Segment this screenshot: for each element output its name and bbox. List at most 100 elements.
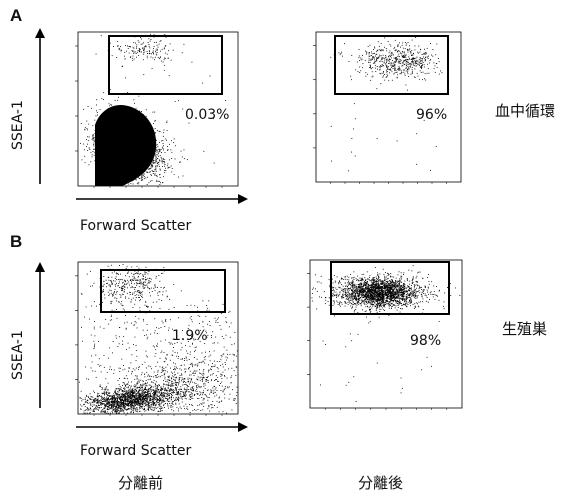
data-point xyxy=(136,166,137,167)
data-point xyxy=(150,39,152,40)
data-point xyxy=(97,396,99,398)
data-point xyxy=(171,151,173,153)
data-point xyxy=(409,63,411,64)
data-point xyxy=(118,389,120,391)
data-point xyxy=(116,124,118,126)
data-point xyxy=(109,157,110,159)
data-point xyxy=(139,387,141,389)
data-point xyxy=(164,360,166,362)
data-point xyxy=(108,412,109,414)
data-point xyxy=(132,135,133,137)
data-point xyxy=(108,158,109,160)
data-point xyxy=(136,132,138,134)
data-point xyxy=(111,398,113,399)
data-point xyxy=(96,405,98,407)
data-point xyxy=(88,136,90,138)
data-point xyxy=(141,152,143,154)
data-point xyxy=(401,72,403,73)
data-point xyxy=(125,149,127,151)
data-point xyxy=(200,392,202,394)
data-point xyxy=(132,172,133,173)
data-point xyxy=(368,52,370,54)
data-point xyxy=(398,53,400,55)
data-point xyxy=(160,394,161,395)
data-point xyxy=(148,405,150,406)
data-point xyxy=(123,162,124,164)
data-point xyxy=(418,58,420,60)
data-point xyxy=(135,53,137,54)
data-point xyxy=(105,400,107,402)
data-point xyxy=(178,400,180,402)
data-point xyxy=(126,127,128,129)
data-point xyxy=(113,407,114,408)
data-point xyxy=(99,137,101,139)
data-point xyxy=(111,397,113,399)
data-point xyxy=(103,142,104,143)
data-point xyxy=(95,138,97,140)
data-point xyxy=(138,50,140,52)
data-point xyxy=(114,118,116,120)
data-point xyxy=(98,395,100,396)
data-point xyxy=(99,137,100,139)
data-point xyxy=(120,141,122,143)
data-point xyxy=(134,143,135,145)
data-point xyxy=(114,411,115,413)
data-point xyxy=(120,146,121,148)
data-point xyxy=(421,65,422,67)
data-point xyxy=(412,59,414,61)
data-point xyxy=(105,404,107,406)
data-point xyxy=(114,393,116,395)
data-point xyxy=(135,175,137,177)
data-point xyxy=(170,377,172,379)
data-point xyxy=(147,405,149,406)
data-point xyxy=(154,56,156,58)
data-point xyxy=(121,132,123,133)
data-point xyxy=(159,151,161,153)
data-point xyxy=(168,407,169,409)
data-point xyxy=(218,411,220,413)
data-point xyxy=(117,146,119,148)
data-point xyxy=(128,399,130,400)
data-point xyxy=(166,400,168,402)
data-point xyxy=(127,399,129,401)
data-point xyxy=(374,47,376,49)
data-point xyxy=(134,375,136,377)
data-point xyxy=(419,59,421,61)
data-point xyxy=(393,65,395,67)
data-point xyxy=(97,135,99,137)
data-point xyxy=(379,67,381,69)
data-point xyxy=(104,134,106,136)
data-point xyxy=(128,408,130,409)
data-point xyxy=(144,144,146,146)
data-point xyxy=(109,138,111,140)
data-point xyxy=(417,60,419,62)
data-point xyxy=(101,136,103,137)
data-point xyxy=(119,143,120,144)
data-point xyxy=(395,61,397,63)
data-point xyxy=(212,373,214,374)
data-point xyxy=(138,134,140,136)
data-point xyxy=(144,376,146,378)
data-point xyxy=(105,392,107,394)
data-point xyxy=(217,368,219,370)
data-point xyxy=(122,153,123,155)
data-point xyxy=(381,64,383,66)
data-point xyxy=(171,168,173,169)
data-point xyxy=(375,71,377,72)
data-point xyxy=(113,400,115,402)
data-point xyxy=(122,160,124,162)
data-point xyxy=(435,63,437,64)
data-point xyxy=(133,160,135,162)
data-point xyxy=(112,131,114,133)
data-point xyxy=(118,412,120,414)
data-point xyxy=(122,130,124,132)
data-point xyxy=(362,55,363,56)
data-point xyxy=(106,396,108,398)
data-point xyxy=(122,130,124,132)
data-point xyxy=(410,63,412,64)
data-point xyxy=(164,378,166,380)
data-point xyxy=(121,408,123,410)
data-point xyxy=(142,129,143,131)
data-point xyxy=(134,369,136,371)
data-point xyxy=(98,154,100,156)
